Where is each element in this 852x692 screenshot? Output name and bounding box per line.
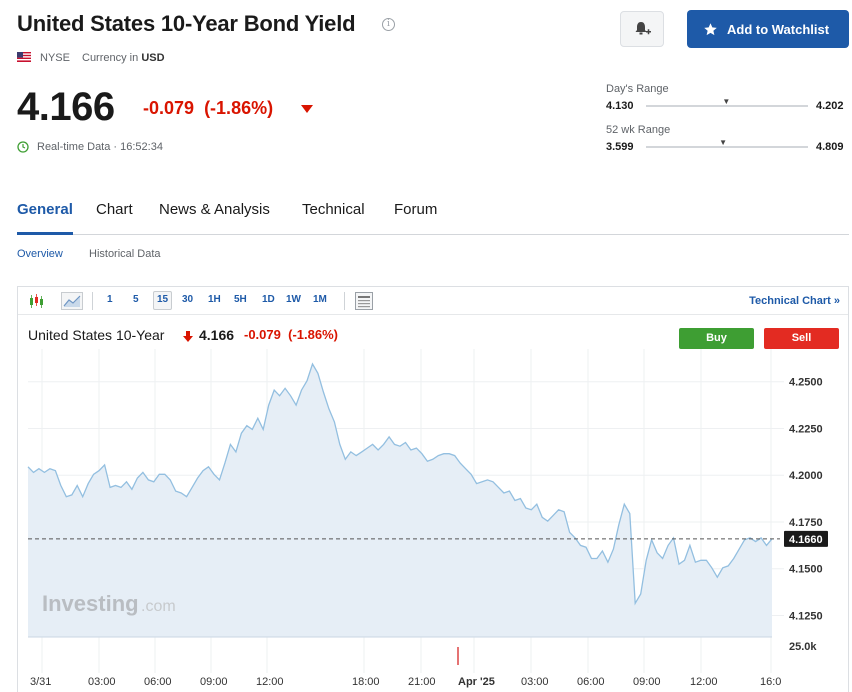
x-tick-label: 03:00 — [521, 676, 549, 688]
clock-icon — [17, 141, 29, 153]
day-range-marker: ▼ — [722, 97, 731, 106]
toolbar-divider — [344, 292, 345, 310]
52wk-range-low: 3.599 — [606, 141, 634, 153]
interval-5[interactable]: 5 — [133, 294, 139, 305]
x-tick-label: 06:00 — [577, 676, 605, 688]
volume-label: 25.0k — [789, 641, 817, 653]
tab-news-analysis[interactable]: News & Analysis — [159, 201, 270, 218]
realtime-status: Real-time Data · 16:52:34 — [37, 141, 163, 153]
chart-instrument-name: United States 10-Year — [28, 327, 165, 343]
candlestick-icon[interactable] — [28, 293, 44, 309]
x-tick-label: 09:00 — [633, 676, 661, 688]
subtab-overview[interactable]: Overview — [17, 248, 63, 260]
52wk-range-high: 4.809 — [816, 141, 844, 153]
price-area — [28, 364, 772, 637]
main-tabs: General Chart News & Analysis Technical … — [17, 200, 849, 235]
y-tick-label: 4.1500 — [789, 564, 823, 576]
last-price: 4.166 — [17, 85, 115, 129]
interval-1d[interactable]: 1D — [262, 294, 275, 305]
down-arrow-icon — [301, 105, 313, 113]
currency-value: USD — [141, 52, 165, 64]
down-arrow-icon — [183, 331, 193, 342]
selected-interval-highlight — [153, 291, 172, 310]
y-tick-label: 4.2250 — [789, 423, 823, 435]
buy-button[interactable]: Buy — [679, 328, 754, 349]
52wk-range-marker: ▼ — [719, 138, 728, 147]
price-line — [27, 362, 773, 606]
x-tick-label: 16:0 — [760, 676, 781, 688]
bell-plus-icon — [635, 22, 651, 35]
day-range-low: 4.130 — [606, 100, 634, 112]
day-range-label: Day's Range — [606, 83, 669, 95]
price-chart[interactable]: 4.2500 4.2250 4.2000 4.1750 4.1500 4.1250 4.16… — [18, 349, 848, 691]
x-tick-label: 12:00 — [690, 676, 718, 688]
investing-watermark: Investing — [42, 591, 139, 616]
technical-chart-link[interactable]: Technical Chart » — [749, 295, 840, 307]
tab-general[interactable]: General — [17, 201, 73, 218]
subtab-historical-data[interactable]: Historical Data — [89, 248, 161, 260]
price-change: -0.079 (-1.86%) — [143, 98, 273, 119]
currency-info: Currency in USD — [82, 52, 165, 64]
x-tick-label: 21:00 — [408, 676, 436, 688]
active-tab-indicator — [17, 232, 73, 235]
current-price-label: 4.1660 — [789, 534, 823, 546]
exchange-label: NYSE — [40, 52, 70, 64]
change-value: -0.079 — [143, 98, 195, 118]
x-tick-label: 09:00 — [200, 676, 228, 688]
interval-1h[interactable]: 1H — [208, 294, 221, 305]
watchlist-label: Add to Watchlist — [727, 21, 830, 37]
chart-toolbar: 1 5 15 30 1H 5H 1D 1W 1M Technical Chart… — [18, 287, 848, 315]
alert-button[interactable] — [620, 11, 664, 47]
tab-chart[interactable]: Chart — [96, 201, 133, 218]
area-chart-icon[interactable] — [61, 292, 83, 310]
x-tick-label: 18:00 — [352, 676, 380, 688]
interval-5h[interactable]: 5H — [234, 294, 247, 305]
chart-widget: 1 5 15 30 1H 5H 1D 1W 1M Technical Chart… — [17, 286, 849, 692]
current-price-tag — [784, 530, 828, 547]
investing-watermark-suffix: .com — [141, 598, 176, 615]
currency-label: Currency in — [82, 52, 139, 64]
info-icon[interactable]: i — [382, 18, 395, 31]
interval-15[interactable]: 15 — [157, 294, 169, 305]
x-tick-label: Apr '25 — [458, 676, 495, 688]
interval-1w[interactable]: 1W — [286, 294, 301, 305]
52wk-range-bar — [646, 146, 808, 148]
star-icon — [704, 22, 717, 35]
chart-change: -0.079 (-1.86%) — [244, 327, 338, 342]
chart-change-value: -0.079 — [244, 327, 281, 342]
interval-1m[interactable]: 1M — [313, 294, 327, 305]
sell-button[interactable]: Sell — [764, 328, 839, 349]
add-to-watchlist-button[interactable]: Add to Watchlist — [687, 10, 849, 48]
interval-1[interactable]: 1 — [107, 294, 113, 305]
tab-technical[interactable]: Technical — [302, 201, 365, 218]
x-tick-label: 06:00 — [144, 676, 172, 688]
y-tick-label: 4.1250 — [789, 610, 823, 622]
chart-change-percent: (-1.86%) — [288, 327, 338, 342]
change-percent: (-1.86%) — [204, 98, 274, 118]
page-title: United States 10-Year Bond Yield — [17, 11, 356, 36]
x-tick-label: 3/31 — [30, 676, 51, 688]
y-tick-label: 4.1750 — [789, 517, 823, 529]
tab-forum[interactable]: Forum — [394, 201, 438, 218]
y-tick-label: 4.2000 — [789, 470, 823, 482]
volume-bar — [457, 647, 459, 665]
chart-price: 4.166 — [199, 327, 235, 343]
52wk-range-label: 52 wk Range — [606, 124, 671, 136]
interval-30[interactable]: 30 — [182, 294, 194, 305]
toolbar-divider — [92, 292, 93, 310]
day-range-high: 4.202 — [816, 100, 844, 112]
table-view-icon[interactable] — [355, 292, 373, 310]
us-flag-icon — [17, 52, 31, 62]
x-tick-label: 03:00 — [88, 676, 116, 688]
day-range-bar — [646, 105, 808, 107]
x-tick-label: 12:00 — [256, 676, 284, 688]
y-tick-label: 4.2500 — [789, 377, 823, 389]
